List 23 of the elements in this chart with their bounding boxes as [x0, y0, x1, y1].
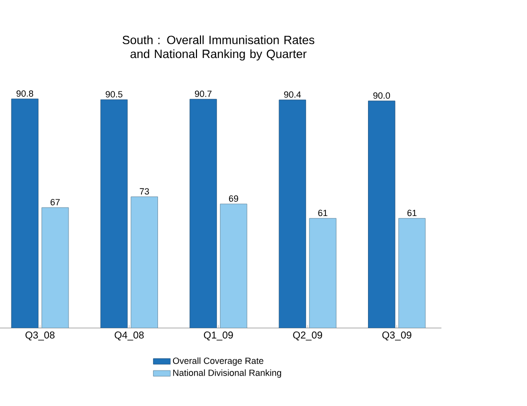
- bar: [42, 207, 69, 328]
- data-label: 90.4: [284, 91, 301, 98]
- bar: [398, 218, 426, 328]
- bar: [130, 196, 158, 328]
- data-label: 69: [229, 195, 238, 202]
- data-label: 61: [407, 210, 417, 216]
- data-label: 90.8: [16, 90, 34, 97]
- x-tick-label: Q3_09: [382, 332, 412, 340]
- chart-title: South : Overall Immunisation Rates and National Ranking by Quarter: [122, 35, 314, 60]
- data-label: 90.7: [194, 90, 212, 97]
- data-label: 61: [318, 210, 328, 216]
- legend-label: National Divisional Ranking: [173, 369, 282, 378]
- legend-label: Overall Coverage Rate: [172, 357, 264, 366]
- bar: [309, 218, 336, 328]
- data-label: 90.0: [373, 92, 390, 99]
- data-label: 67: [50, 198, 60, 206]
- x-tick-label: Q1_09: [204, 332, 233, 340]
- x-tick-label: Q4_08: [114, 332, 144, 340]
- data-label: 90.5: [106, 91, 122, 98]
- bar: [220, 204, 248, 328]
- data-label: 73: [140, 188, 149, 195]
- x-tick-label: Q2_09: [293, 332, 322, 340]
- x-tick-label: Q3_08: [26, 332, 55, 340]
